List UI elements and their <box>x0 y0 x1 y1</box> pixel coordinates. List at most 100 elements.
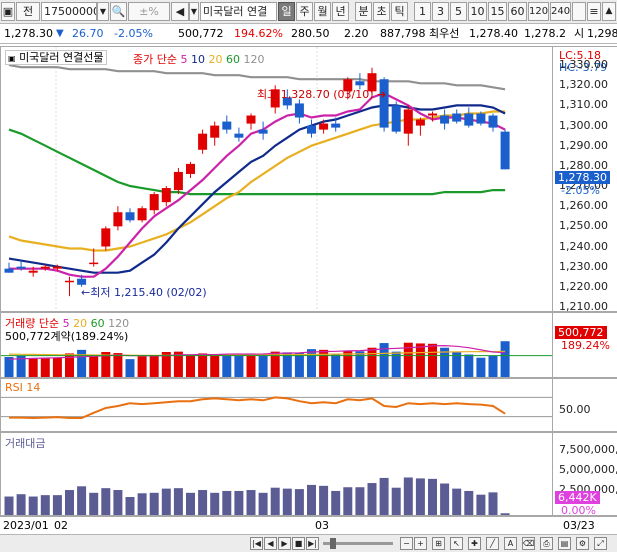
calc-icon[interactable]: ±% <box>128 2 170 21</box>
candle-body <box>379 79 389 128</box>
panel-menu-icon[interactable]: ▣ <box>8 54 16 63</box>
trade-value-axis: 7,500,000, 5,000,000, 2,500,000, 6,442K … <box>553 432 617 516</box>
candle-body <box>52 266 62 269</box>
zoom-out-icon[interactable]: − <box>400 537 413 550</box>
volume-bar <box>355 351 365 377</box>
price-tick: 1,300.00 <box>559 118 608 132</box>
tab-year[interactable]: 년 <box>332 2 349 21</box>
trade-value-bar <box>77 486 87 515</box>
volume-bar <box>391 351 401 377</box>
interval-10[interactable]: 10 <box>468 2 487 21</box>
volume-bar <box>476 357 486 377</box>
volume-bar <box>210 355 220 377</box>
line-tool-icon[interactable]: ╱ <box>486 537 499 550</box>
trade-value-bar <box>113 490 123 515</box>
instrument-field[interactable]: 미국달러 연결 <box>200 2 277 21</box>
volume-bar <box>161 352 171 377</box>
volume-bar <box>52 357 62 377</box>
menu-button[interactable]: 전 <box>16 2 40 21</box>
trade-value-bar <box>367 483 377 515</box>
interval-1[interactable]: 1 <box>414 2 431 21</box>
tab-tick[interactable]: 틱 <box>391 2 408 21</box>
search-icon[interactable]: 🔍 <box>110 2 127 21</box>
trade-value-bar <box>379 477 389 515</box>
tab-week[interactable]: 주 <box>296 2 313 21</box>
trade-value-bar <box>440 483 450 515</box>
ma-legend-5: 5 <box>180 53 188 66</box>
interval-240[interactable]: 240 <box>550 2 571 21</box>
zoom-in-icon[interactable]: + <box>414 537 427 550</box>
tab-minute[interactable]: 분 <box>355 2 372 21</box>
first-icon[interactable]: |◀ <box>250 537 263 550</box>
option-icon[interactable]: ⚙ <box>576 537 589 550</box>
stop-icon[interactable]: ■ <box>292 537 305 550</box>
prev-icon[interactable]: ◀ <box>264 537 277 550</box>
low-annotation: ←최저 1,215.40 (02/02) <box>81 284 207 300</box>
custom-interval-button[interactable] <box>572 2 586 21</box>
trade-value-panel[interactable]: 거래대금 <box>0 432 553 516</box>
volume-bar <box>258 355 268 377</box>
candle-body <box>488 115 498 128</box>
interval-3[interactable]: 3 <box>432 2 449 21</box>
candle-body <box>403 109 413 134</box>
crosshair-icon[interactable]: ✚ <box>468 537 481 550</box>
navigation-bar: |◀ ◀ ▶ ■ ▶| − + ⊞ ↖ ✚ ╱ A ⌫ ⎙ ▤ ⚙ ⤢ <box>0 534 617 552</box>
zoom-slider-handle[interactable] <box>330 538 336 549</box>
price-tick: 1,290.00 <box>559 138 608 152</box>
tab-day[interactable]: 일 <box>278 2 295 21</box>
print-icon[interactable]: ⎙ <box>540 537 553 550</box>
volume-bar <box>440 347 450 377</box>
interval-15[interactable]: 15 <box>488 2 507 21</box>
candle-body <box>89 262 99 265</box>
volume-bar <box>294 352 304 377</box>
price-tick: 1,250.00 <box>559 219 608 233</box>
trade-value-chart[interactable] <box>1 433 553 516</box>
sound-icon[interactable]: ◀ <box>171 2 189 21</box>
volume-bar <box>101 352 111 377</box>
candle-body <box>294 103 304 118</box>
volume-panel[interactable]: 거래량 단순 5 20 60 120 500,772계약(189.24%) <box>0 312 553 378</box>
interval-120[interactable]: 120 <box>528 2 549 21</box>
sound-dropdown-icon[interactable]: ▼ <box>189 2 199 21</box>
volume-bar <box>186 355 195 377</box>
price-tick: 1,330.00 <box>559 58 608 72</box>
left-arrow-icon: ← <box>81 286 91 299</box>
volume-bar <box>343 351 353 377</box>
trade-value-bar <box>476 494 486 515</box>
interval-5[interactable]: 5 <box>450 2 467 21</box>
best-bid: 1,278.2 <box>524 27 566 40</box>
settings-icon[interactable]: ≡ <box>587 2 601 21</box>
collapse-icon[interactable]: ▲ <box>602 2 616 21</box>
price-chart[interactable] <box>1 47 553 312</box>
volume-bar <box>500 341 510 377</box>
interval-60[interactable]: 60 <box>508 2 527 21</box>
next-icon[interactable]: ▶ <box>278 537 291 550</box>
erase-icon[interactable]: ⌫ <box>522 537 535 550</box>
fit-icon[interactable]: ⊞ <box>432 537 445 550</box>
tab-second[interactable]: 초 <box>373 2 390 21</box>
volume-bar <box>113 353 123 377</box>
rsi-panel[interactable]: RSI 14 <box>0 378 553 432</box>
rsi-chart[interactable] <box>1 379 553 432</box>
cursor-icon[interactable]: ↖ <box>450 537 463 550</box>
volume-chart[interactable] <box>1 313 553 378</box>
code-dropdown-icon[interactable]: ▼ <box>97 2 109 21</box>
price-panel[interactable]: ▣ 미국달러 연결선물 종가 단순 5 10 20 60 120 최고 1,32… <box>0 46 553 312</box>
expand-icon[interactable]: ⤢ <box>594 537 607 550</box>
tab-month[interactable]: 월 <box>314 2 331 21</box>
price-change: 26.70 <box>72 27 104 40</box>
ma5-line <box>9 92 506 278</box>
zoom-slider[interactable] <box>323 542 393 545</box>
code-input[interactable]: 17500000 <box>41 2 97 21</box>
layout-icon[interactable]: ▣ <box>1 2 15 21</box>
volume-ma-5: 5 <box>62 317 70 330</box>
current-price: 1,278.30 <box>4 27 53 40</box>
candle-body <box>464 113 474 126</box>
save-icon[interactable]: ▤ <box>558 537 571 550</box>
trade-value-bar <box>198 490 208 515</box>
date-label-mar: 03 <box>315 519 329 532</box>
volume-bar <box>379 343 389 377</box>
candle-body <box>4 268 14 273</box>
text-tool-icon[interactable]: A <box>504 537 517 550</box>
last-icon[interactable]: ▶| <box>306 537 319 550</box>
